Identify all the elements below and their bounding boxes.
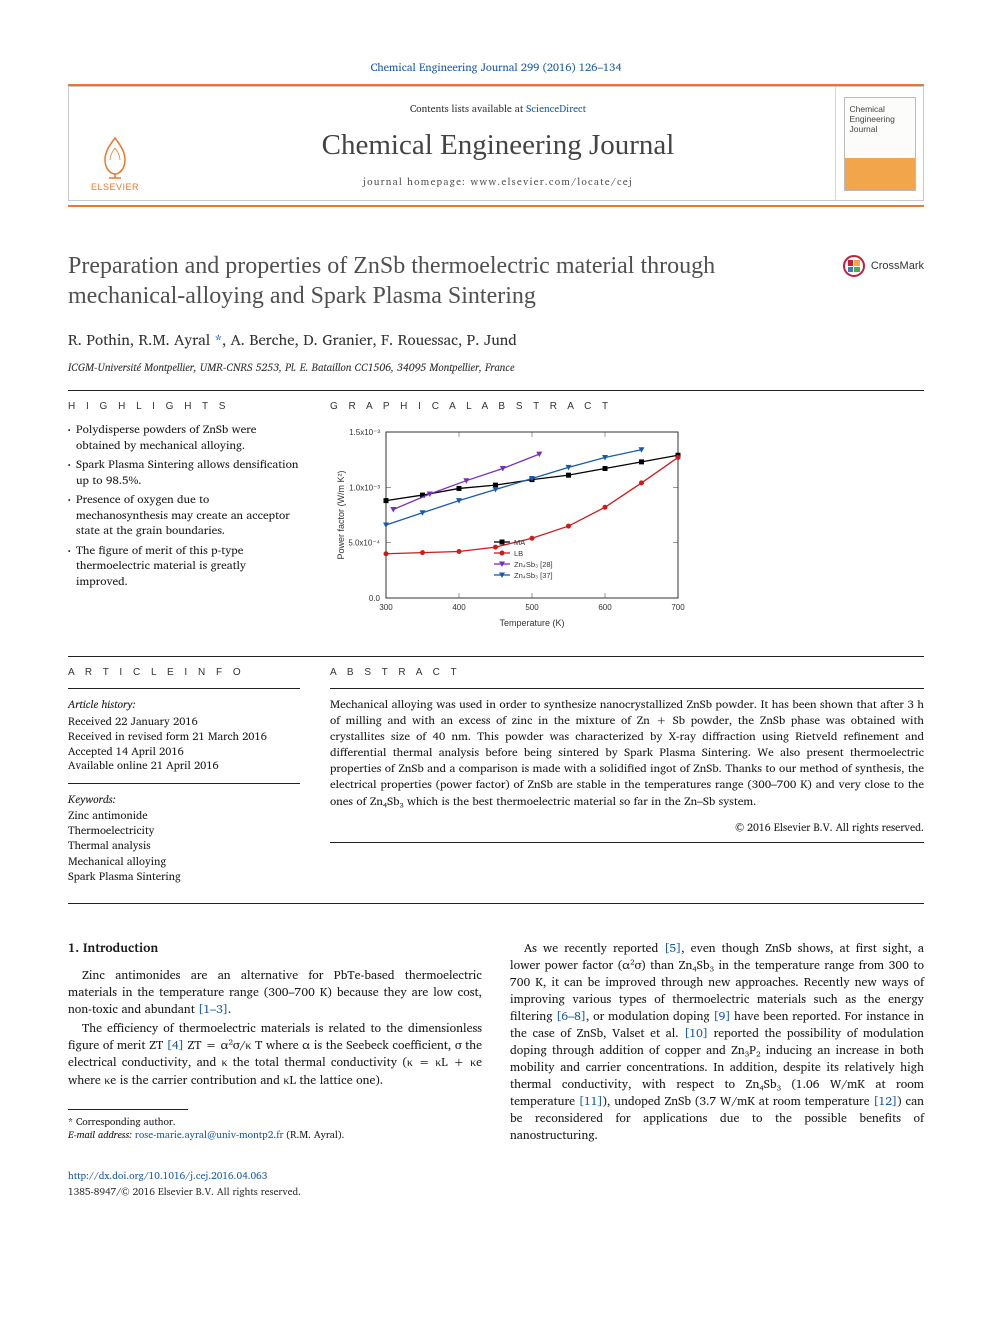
power-factor-chart: 300 400 500 600 700 0.0 5.0x10⁻⁴ 1.0x10⁻³ 1.5x10… <box>330 422 690 632</box>
elsevier-tree-icon <box>91 132 139 180</box>
highlight-item: Spark Plasma Sintering allows densificat… <box>68 457 300 488</box>
journal-cover-box: Chemical Engineering Journal <box>835 87 923 200</box>
crossmark-badge[interactable]: CrossMark <box>843 255 924 277</box>
publisher-logo-box: ELSEVIER <box>69 87 161 200</box>
copyright-line: © 2016 Elsevier B.V. All rights reserved… <box>330 818 924 836</box>
history-line: Available online 21 April 2016 <box>68 758 300 773</box>
svg-text:0.0: 0.0 <box>369 594 381 603</box>
contents-available: Contents lists available at ScienceDirec… <box>161 95 835 119</box>
article-info-section: A R T I C L E I N F O Article history: R… <box>68 667 300 885</box>
graphical-abstract-heading: G R A P H I C A L A B S T R A C T <box>330 401 924 412</box>
bottom-rule-orange <box>68 205 924 207</box>
ref-link[interactable]: [1–3] <box>198 1000 228 1019</box>
intro-para: Zinc antimonides are an alternative for … <box>68 967 482 1018</box>
citation-line: Chemical Engineering Journal 299 (2016) … <box>68 58 924 76</box>
abstract-section: A B S T R A C T Mechanical alloying was … <box>330 667 924 885</box>
email-footnote: E-mail address: rose-marie.ayral@univ-mo… <box>68 1129 482 1142</box>
svg-text:LB: LB <box>514 549 523 558</box>
svg-text:Zn₄Sb₃ [37]: Zn₄Sb₃ [37] <box>514 571 553 580</box>
svg-text:Power factor (W/m K²): Power factor (W/m K²) <box>336 470 346 559</box>
highlight-item: Presence of oxygen due to mechanosynthes… <box>68 492 300 539</box>
highlight-item: Polydisperse powders of ZnSb were obtain… <box>68 422 300 453</box>
graphical-abstract-section: G R A P H I C A L A B S T R A C T 300 400… <box>330 401 924 632</box>
doi-subline: 1385-8947/© 2016 Elsevier B.V. All right… <box>68 1184 924 1200</box>
publisher-name: ELSEVIER <box>91 182 139 192</box>
journal-cover: Chemical Engineering Journal <box>844 97 916 191</box>
corresponding-marker[interactable]: * <box>215 327 223 352</box>
contents-prefix: Contents lists available at <box>410 101 526 117</box>
article-history-heading: Article history: <box>68 697 300 712</box>
keyword: Spark Plasma Sintering <box>68 869 300 884</box>
abstract-text: Mechanical alloying was used in order to… <box>330 697 924 810</box>
crossmark-icon <box>843 255 865 277</box>
article-info-heading: A R T I C L E I N F O <box>68 667 300 678</box>
svg-text:500: 500 <box>525 603 539 612</box>
email-link[interactable]: rose-marie.ayral@univ-montp2.fr <box>135 1127 283 1143</box>
highlights-section: H I G H L I G H T S Polydisperse powders… <box>68 401 300 632</box>
elsevier-logo: ELSEVIER <box>91 132 139 192</box>
highlight-item: The figure of merit of this p-type therm… <box>68 543 300 590</box>
svg-text:1.0x10⁻³: 1.0x10⁻³ <box>349 483 380 492</box>
journal-name: Chemical Engineering Journal <box>161 129 835 162</box>
svg-text:Zn₄Sb₃ [28]: Zn₄Sb₃ [28] <box>514 560 553 569</box>
svg-text:400: 400 <box>452 603 466 612</box>
authors-line: R. Pothin, R.M. Ayral *, A. Berche, D. G… <box>68 327 924 352</box>
journal-homepage: journal homepage: www.elsevier.com/locat… <box>161 174 835 190</box>
intro-heading: 1. Introduction <box>68 940 482 958</box>
svg-text:MA: MA <box>514 538 525 547</box>
article-title: Preparation and properties of ZnSb therm… <box>68 251 831 311</box>
svg-text:Temperature (K): Temperature (K) <box>499 618 564 628</box>
intro-para: As we recently reported [5], even though… <box>510 940 924 1144</box>
svg-text:700: 700 <box>671 603 685 612</box>
introduction-section: 1. Introduction Zinc antimonides are an … <box>68 940 924 1144</box>
svg-text:5.0x10⁻⁴: 5.0x10⁻⁴ <box>348 539 380 548</box>
highlights-heading: H I G H L I G H T S <box>68 401 300 412</box>
crossmark-label: CrossMark <box>871 260 924 272</box>
intro-para: The efficiency of thermoelectric materia… <box>68 1020 482 1088</box>
doi-link[interactable]: http://dx.doi.org/10.1016/j.cej.2016.04.… <box>68 1168 267 1184</box>
sciencedirect-link[interactable]: ScienceDirect <box>526 101 586 117</box>
svg-text:600: 600 <box>598 603 612 612</box>
abstract-heading: A B S T R A C T <box>330 667 924 678</box>
svg-text:300: 300 <box>379 603 393 612</box>
keywords-block: Keywords: Zinc antimonide Thermoelectric… <box>68 792 300 884</box>
svg-text:1.5x10⁻³: 1.5x10⁻³ <box>349 428 380 437</box>
journal-header: ELSEVIER Contents lists available at Sci… <box>68 86 924 201</box>
affiliation: ICGM-Université Montpellier, UMR-CNRS 52… <box>68 358 924 376</box>
doi-line: http://dx.doi.org/10.1016/j.cej.2016.04.… <box>68 1168 924 1184</box>
